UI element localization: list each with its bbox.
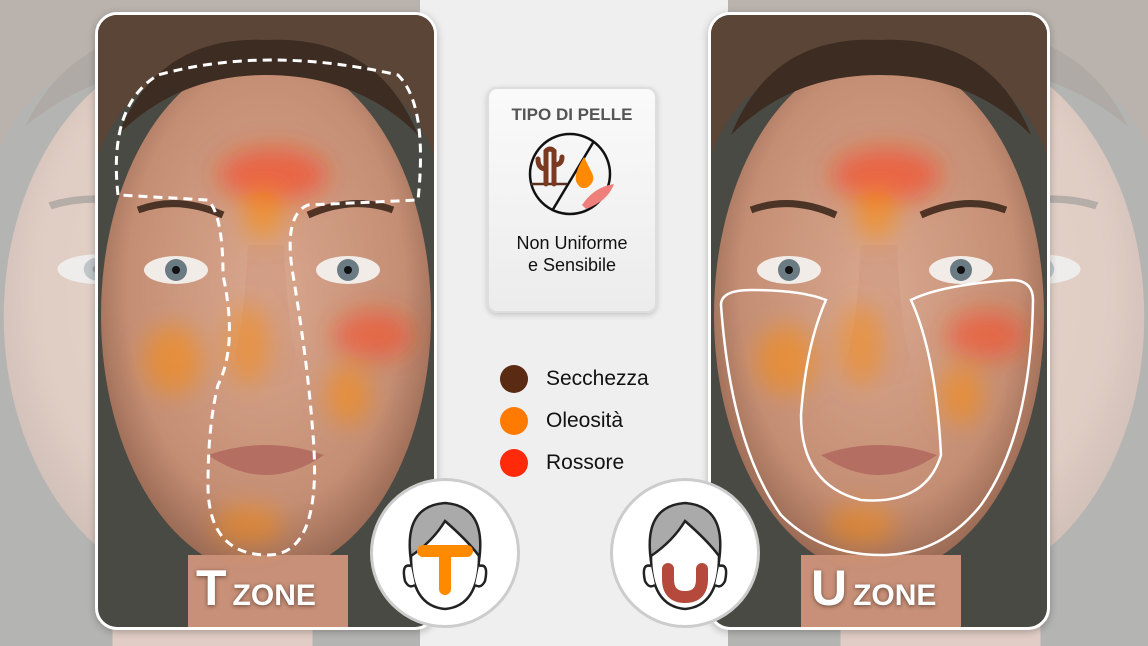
t-zone-letter: T [196,560,227,616]
legend-label: Secchezza [546,367,649,390]
dryness-dot-icon [500,365,528,393]
card-subtitle-line1: Non Uniforme [516,233,628,253]
t-zone-word: ZONE [232,579,316,612]
oiliness-dot-icon [500,407,528,435]
u-zone-outline [719,278,1035,557]
redness-dot-icon [500,449,528,477]
u-zone-label: U ZONE [811,559,936,617]
u-zone-face-photo [711,15,1047,627]
legend-label: Oleosità [546,409,624,432]
legend-item-oiliness: Oleosità [500,400,649,442]
t-zone-badge [370,478,520,628]
legend: Secchezza Oleosità Rossore [500,358,649,484]
card-title: TIPO DI PELLE [511,105,633,124]
skin-type-card: TIPO DI PELLE Non Uniforme e Sensibile [487,87,657,313]
t-zone-photo-panel: T ZONE [95,12,437,630]
u-zone-badge [610,478,760,628]
legend-label: Rossore [546,451,625,474]
t-zone-face-icon [402,501,488,611]
legend-item-redness: Rossore [500,442,649,484]
dry-oily-sensitive-icon [528,132,614,216]
u-zone-letter: U [811,560,848,616]
u-zone-word: ZONE [853,579,937,612]
card-subtitle: Non Uniforme e Sensibile [489,232,655,276]
card-subtitle-line2: e Sensibile [527,255,617,275]
legend-item-dryness: Secchezza [500,358,649,400]
u-zone-face-icon [642,501,728,611]
t-zone-label: T ZONE [196,559,316,617]
u-zone-photo-panel: U ZONE [708,12,1050,630]
